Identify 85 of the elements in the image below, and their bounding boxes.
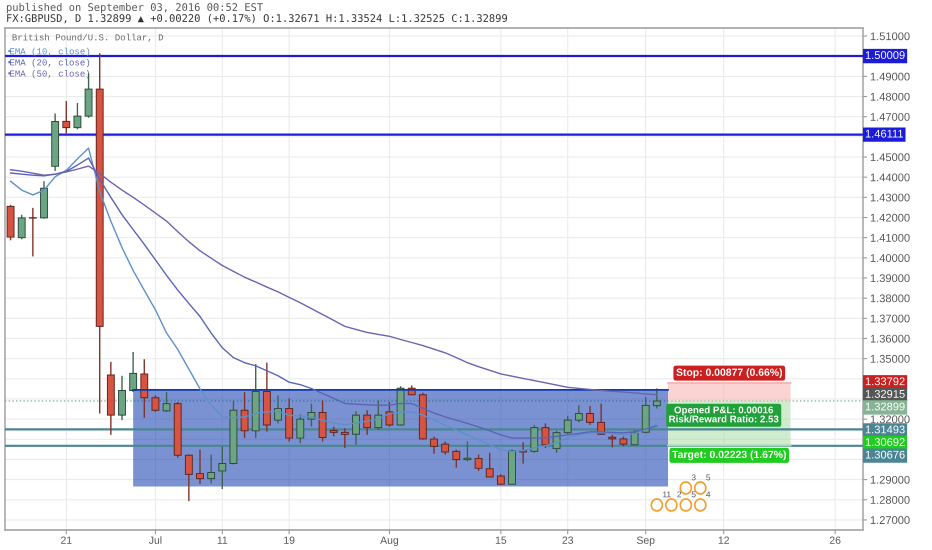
candlestick	[486, 452, 494, 478]
y-tick-label: 1.44000	[870, 173, 910, 182]
annotation: Opened P&L: 0.00016 Risk/Reward Ratio: 2.53	[669, 406, 778, 423]
legend-label: EMA (20, close)	[10, 58, 90, 68]
y-tick-label: 1.48000	[870, 92, 910, 101]
annotation: 11	[663, 492, 671, 498]
annotation: 3	[692, 474, 696, 480]
series-label: Target: 0.02223 (1.67%)	[672, 450, 786, 460]
y-tick-label: 1.39000	[870, 274, 910, 282]
candlestick	[18, 214, 26, 240]
ref-line-label: 1.31493	[866, 426, 905, 434]
candlestick	[564, 415, 572, 435]
x-tick-label: Jul	[148, 536, 162, 544]
x-tick-label: 23	[562, 536, 574, 544]
candlestick	[28, 207, 37, 258]
y-tick-label: 1.51000	[870, 32, 910, 40]
candlestick	[296, 414, 304, 444]
y-tick-label: 1.49000	[870, 72, 910, 81]
x-tick-label: 15	[496, 536, 506, 544]
annotation: British Pound/U.S. Dollar, D	[12, 34, 164, 42]
annotation: 5	[706, 474, 710, 480]
candlestick	[586, 405, 594, 426]
y-tick-label: 1.43000	[870, 194, 910, 202]
candlestick	[496, 474, 505, 486]
ref-line-label: 1.32899	[866, 402, 905, 410]
candlestick	[340, 427, 349, 449]
candlestick	[240, 391, 249, 439]
y-tick-label: 1.41000	[870, 234, 910, 242]
legend-label: EMA (10, close)	[10, 48, 90, 56]
candlestick	[452, 448, 460, 468]
candlestick	[608, 434, 616, 448]
y-tick-label: 1.45000	[870, 153, 910, 162]
candlestick	[151, 394, 160, 413]
legend-label: EMA (50, close)	[10, 70, 90, 78]
candlestick	[441, 440, 450, 456]
candlestick	[574, 404, 583, 424]
candlestick	[352, 410, 360, 446]
x-tick-label: 26	[830, 536, 840, 544]
candlestick	[62, 100, 70, 134]
candlestick	[430, 436, 438, 454]
y-tick-label: 1.38000	[870, 294, 910, 302]
candlestick	[652, 388, 661, 410]
candlestick	[474, 454, 483, 472]
candlestick	[129, 351, 138, 393]
y-tick-label: 1.32000	[870, 415, 910, 424]
y-tick-label: 1.29000	[870, 476, 910, 484]
candlestick	[619, 436, 628, 448]
annotation: 2	[677, 491, 682, 498]
y-tick-label: 1.36000	[870, 334, 910, 343]
candlestick	[463, 440, 472, 462]
chart-subtitle: FX:GBPUSD, D 1.32899 ▲ +0.00220 (+0.17%) O:1.32671 H:1.33524 L:1.32525 C:1.32899	[7, 14, 507, 24]
text: 1.32915	[866, 390, 905, 398]
candlestick	[218, 446, 226, 490]
x-tick-label: 19	[284, 536, 294, 544]
candlestick	[385, 401, 394, 428]
text: 1.33792	[866, 377, 905, 386]
candlestick	[363, 410, 372, 436]
ref-line-label: 1.50009	[866, 51, 905, 60]
x-tick-label: 21	[61, 536, 72, 544]
candlestick	[330, 426, 338, 438]
y-tick-label: 1.47000	[870, 112, 910, 121]
candlestick	[541, 422, 550, 449]
series-label: Stop: 0.00877 (0.66%)	[676, 368, 782, 378]
x-tick-label: 12	[718, 536, 729, 544]
y-tick-label: 1.42000	[870, 214, 910, 222]
line-series	[10, 165, 658, 396]
x-tick-label: Aug	[380, 536, 398, 546]
y-tick-label: 1.40000	[870, 254, 910, 262]
y-tick-label: 1.28000	[870, 496, 910, 504]
annotation: 5	[692, 492, 696, 498]
candlestick	[207, 454, 216, 484]
x-tick-label: Sep	[636, 536, 655, 546]
chart-title: published on September 03, 2016 00:52 EST	[6, 2, 263, 14]
candlestick	[162, 391, 171, 413]
candlestick	[184, 454, 193, 502]
ref-line-label: 1.46111	[866, 130, 903, 138]
annotation: 4	[706, 492, 710, 498]
ref-line-label: 1.30676	[866, 450, 905, 459]
text: 1.30692	[866, 438, 905, 446]
y-tick-label: 1.35000	[870, 354, 910, 363]
x-tick-label: 11	[218, 536, 228, 544]
y-tick-label: 1.27000	[870, 516, 910, 524]
candlestick	[196, 448, 204, 485]
y-tick-label: 1.37000	[870, 314, 910, 322]
candlestick	[73, 102, 82, 130]
